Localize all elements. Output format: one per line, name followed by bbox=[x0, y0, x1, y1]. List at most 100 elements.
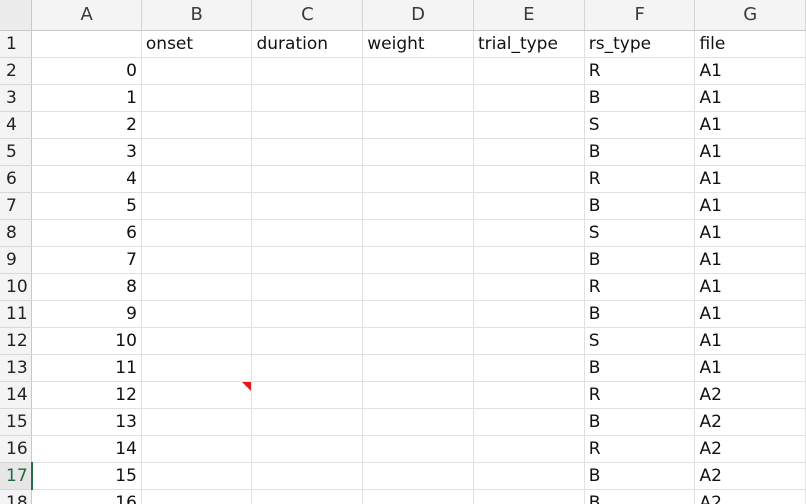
cell-d2[interactable] bbox=[362, 57, 474, 85]
cell-c17[interactable] bbox=[251, 462, 364, 490]
cell-d10[interactable] bbox=[362, 273, 474, 301]
cell-d9[interactable] bbox=[362, 246, 474, 274]
cell-g13[interactable]: A1 bbox=[694, 354, 806, 382]
cell-b14[interactable] bbox=[141, 381, 253, 409]
cell-c10[interactable] bbox=[251, 273, 364, 301]
cell-c15[interactable] bbox=[251, 408, 364, 436]
cell-e10[interactable] bbox=[473, 273, 585, 301]
cell-c12[interactable] bbox=[251, 327, 364, 355]
row-header[interactable]: 5 bbox=[0, 138, 33, 166]
cell-g14[interactable]: A2 bbox=[694, 381, 806, 409]
cell-b16[interactable] bbox=[141, 435, 253, 463]
cell-d3[interactable] bbox=[362, 84, 474, 112]
cell-f15[interactable]: B bbox=[584, 408, 696, 436]
cell-d12[interactable] bbox=[362, 327, 474, 355]
cell-c18[interactable] bbox=[251, 489, 364, 504]
cell-d8[interactable] bbox=[362, 219, 474, 247]
column-header-b[interactable]: B bbox=[141, 0, 253, 31]
cell-b2[interactable] bbox=[141, 57, 253, 85]
cell-b5[interactable] bbox=[141, 138, 253, 166]
cell-g2[interactable]: A1 bbox=[694, 57, 806, 85]
row-header[interactable]: 6 bbox=[0, 165, 33, 193]
cell-f12[interactable]: S bbox=[584, 327, 696, 355]
cell-f16[interactable]: R bbox=[584, 435, 696, 463]
cell-b10[interactable] bbox=[141, 273, 253, 301]
cell-a4[interactable]: 2 bbox=[31, 111, 142, 139]
row-header[interactable]: 4 bbox=[0, 111, 33, 139]
cell-g4[interactable]: A1 bbox=[694, 111, 806, 139]
cell-a18[interactable]: 16 bbox=[31, 489, 142, 504]
cell-c1[interactable]: duration bbox=[251, 30, 364, 58]
cell-a8[interactable]: 6 bbox=[31, 219, 142, 247]
cell-f6[interactable]: R bbox=[584, 165, 696, 193]
cell-g7[interactable]: A1 bbox=[694, 192, 806, 220]
row-header[interactable]: 2 bbox=[0, 57, 33, 85]
cell-g10[interactable]: A1 bbox=[694, 273, 806, 301]
cell-c5[interactable] bbox=[251, 138, 364, 166]
cell-c13[interactable] bbox=[251, 354, 364, 382]
cell-b15[interactable] bbox=[141, 408, 253, 436]
row-header[interactable]: 15 bbox=[0, 408, 33, 436]
cell-a3[interactable]: 1 bbox=[31, 84, 142, 112]
cell-f13[interactable]: B bbox=[584, 354, 696, 382]
cell-d17[interactable] bbox=[362, 462, 474, 490]
cell-e7[interactable] bbox=[473, 192, 585, 220]
cell-e12[interactable] bbox=[473, 327, 585, 355]
cell-e3[interactable] bbox=[473, 84, 585, 112]
cell-g1[interactable]: file bbox=[694, 30, 806, 58]
cell-g16[interactable]: A2 bbox=[694, 435, 806, 463]
cell-g11[interactable]: A1 bbox=[694, 300, 806, 328]
cell-e15[interactable] bbox=[473, 408, 585, 436]
cell-b12[interactable] bbox=[141, 327, 253, 355]
cell-a9[interactable]: 7 bbox=[31, 246, 142, 274]
cell-b3[interactable] bbox=[141, 84, 253, 112]
cell-f9[interactable]: B bbox=[584, 246, 696, 274]
cell-f1[interactable]: rs_type bbox=[584, 30, 696, 58]
cell-d4[interactable] bbox=[362, 111, 474, 139]
cell-f4[interactable]: S bbox=[584, 111, 696, 139]
cell-c6[interactable] bbox=[251, 165, 364, 193]
cell-c9[interactable] bbox=[251, 246, 364, 274]
column-header-f[interactable]: F bbox=[584, 0, 696, 31]
cell-g18[interactable]: A2 bbox=[694, 489, 806, 504]
cell-a12[interactable]: 10 bbox=[31, 327, 142, 355]
cell-c14[interactable] bbox=[251, 381, 364, 409]
row-header[interactable]: 16 bbox=[0, 435, 33, 463]
cell-c11[interactable] bbox=[251, 300, 364, 328]
row-header[interactable]: 9 bbox=[0, 246, 33, 274]
cell-e2[interactable] bbox=[473, 57, 585, 85]
cell-f7[interactable]: B bbox=[584, 192, 696, 220]
cell-a1[interactable] bbox=[31, 30, 142, 58]
column-header-c[interactable]: C bbox=[251, 0, 364, 31]
cell-d18[interactable] bbox=[362, 489, 474, 504]
cell-d1[interactable]: weight bbox=[362, 30, 474, 58]
cell-d13[interactable] bbox=[362, 354, 474, 382]
cell-b18[interactable] bbox=[141, 489, 253, 504]
cell-b13[interactable] bbox=[141, 354, 253, 382]
row-header[interactable]: 12 bbox=[0, 327, 33, 355]
cell-g9[interactable]: A1 bbox=[694, 246, 806, 274]
cell-b1[interactable]: onset bbox=[141, 30, 253, 58]
cell-b8[interactable] bbox=[141, 219, 253, 247]
cell-g8[interactable]: A1 bbox=[694, 219, 806, 247]
cell-a6[interactable]: 4 bbox=[31, 165, 142, 193]
cell-b7[interactable] bbox=[141, 192, 253, 220]
cell-b6[interactable] bbox=[141, 165, 253, 193]
cell-e4[interactable] bbox=[473, 111, 585, 139]
cell-e17[interactable] bbox=[473, 462, 585, 490]
cell-e18[interactable] bbox=[473, 489, 585, 504]
cell-g15[interactable]: A2 bbox=[694, 408, 806, 436]
row-header[interactable]: 3 bbox=[0, 84, 33, 112]
row-header[interactable]: 18 bbox=[0, 489, 33, 504]
cell-a16[interactable]: 14 bbox=[31, 435, 142, 463]
cell-a15[interactable]: 13 bbox=[31, 408, 142, 436]
cell-g17[interactable]: A2 bbox=[694, 462, 806, 490]
cell-e14[interactable] bbox=[473, 381, 585, 409]
cell-f11[interactable]: B bbox=[584, 300, 696, 328]
cell-e13[interactable] bbox=[473, 354, 585, 382]
cell-d5[interactable] bbox=[362, 138, 474, 166]
cell-d16[interactable] bbox=[362, 435, 474, 463]
cell-f5[interactable]: B bbox=[584, 138, 696, 166]
row-header[interactable]: 17 bbox=[0, 462, 33, 490]
